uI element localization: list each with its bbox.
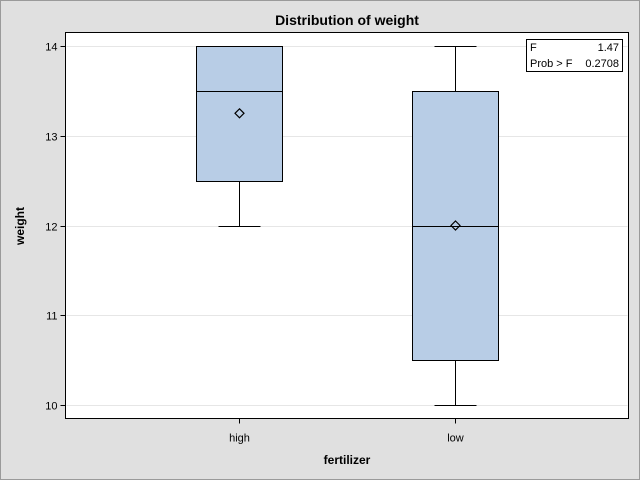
inset-prob-label: Prob > F (530, 58, 573, 70)
stats-inset-box (526, 39, 623, 72)
x-tick-label: high (229, 433, 250, 445)
inset-prob-value: 0.2708 (585, 58, 619, 70)
y-tick-label: 12 (45, 222, 57, 234)
y-tick-label: 13 (45, 132, 57, 144)
inset-f-value: 1.47 (598, 42, 619, 54)
mean-marker (234, 107, 245, 119)
x-tick-label: low (447, 433, 464, 445)
mean-marker (450, 220, 461, 231)
y-tick-label: 11 (46, 311, 57, 323)
x-axis-title: fertilizer (324, 453, 371, 467)
boxes (196, 46, 499, 406)
y-tick-label: 14 (45, 42, 57, 54)
y-axis-title: weight (13, 207, 27, 246)
chart-title: Distribution of weight (275, 12, 419, 28)
stats-inset: F 1.47 Prob > F 0.2708 (526, 39, 623, 72)
plot-area (65, 32, 629, 419)
box-high (196, 46, 283, 227)
y-axis: 10 11 12 13 14 (45, 42, 66, 413)
iqr-box (196, 46, 283, 182)
inset-f-label: F (530, 42, 537, 54)
box-low (412, 46, 499, 406)
y-tick-label: 10 (45, 401, 57, 413)
x-axis: high low (229, 418, 464, 445)
